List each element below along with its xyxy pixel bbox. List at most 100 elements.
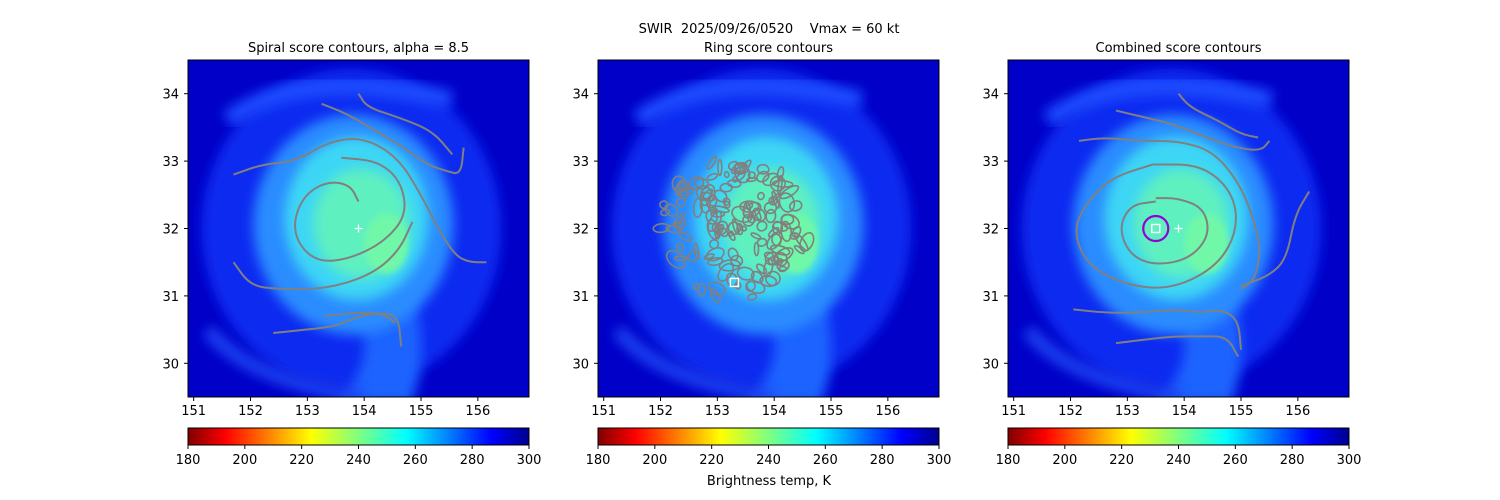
ring-contour-cluster [652,155,815,304]
y-tick-label: 34 [982,88,999,103]
ring-contour [706,172,719,181]
panel-ring: Ring score contours 151 152 153 154 155 156 30 3… [572,41,951,468]
colorbar-tick-label: 200 [232,453,257,468]
ring-contour [776,166,785,181]
x-tick-label: 154 [1172,404,1197,419]
colorbar-tick-label: 200 [1052,453,1077,468]
ring-contour [767,226,780,238]
center-plus-marker [1174,224,1183,233]
x-tick-label: 152 [648,404,673,419]
eye-ring-circle [1142,214,1170,243]
ring-contour [791,226,802,238]
colorbar-tick-label: 180 [586,453,611,468]
colorbar-tick-label: 300 [1337,453,1362,468]
outer-band-south [612,325,773,397]
x-tick-label: 154 [762,404,787,419]
panel-title: Combined score contours [1096,41,1262,56]
ring-contour [771,220,784,236]
brightness-image [598,60,939,397]
ring-contour [742,201,762,219]
colorbar-tick-label: 220 [289,453,314,468]
x-tick-label: 151 [591,404,616,419]
colorbar-tick-label: 280 [1280,453,1305,468]
x-tick-label: 156 [465,404,490,419]
center-square-marker [1151,223,1161,234]
score-contour [233,137,487,264]
ring-contour [776,259,790,272]
cloud-coldest [1184,213,1229,274]
ring-contour [747,171,756,180]
ring-contour [765,208,777,224]
x-tick-label: 155 [819,404,844,419]
ring-contour [756,237,768,247]
outer-band-south [202,325,363,397]
score-contour [1078,137,1261,290]
ring-contour [692,197,703,218]
ring-contour [694,177,710,190]
ring-contour [727,230,734,237]
x-tick-label: 151 [181,404,206,419]
colorbar [187,427,530,446]
score-contour [1075,163,1237,289]
ring-contour [753,241,760,257]
y-tick-label: 33 [572,155,589,170]
y-tick-label: 31 [162,290,179,305]
x-tick-label: 156 [875,404,900,419]
colorbar-tick-label: 240 [756,453,781,468]
x-tick-label: 155 [409,404,434,419]
colorbar-tick-label: 280 [460,453,485,468]
ring-contour [659,200,669,210]
outer-band-north [1042,77,1274,128]
colorbar-tick-label: 260 [1223,453,1248,468]
ring-contour [757,191,765,201]
ring-contour [706,155,718,170]
ring-contour [719,182,733,193]
ring-contour [703,253,715,261]
colorbar-tick-label: 240 [1166,453,1191,468]
outer-band-north [222,77,454,128]
panel-title: Spiral score contours, alpha = 8.5 [248,41,469,56]
score-contour [1240,190,1311,287]
panel-title: Ring score contours [704,41,833,56]
ring-contour [789,232,800,240]
ring-contour [776,257,784,265]
ring-contour [693,242,700,260]
ring-contour [705,247,725,262]
x-tick-label: 153 [295,404,320,419]
colorbar-tick-label: 220 [699,453,724,468]
ring-contour [676,181,691,191]
cloud-coldest [774,213,819,274]
y-tick-label: 33 [982,155,999,170]
y-tick-label: 31 [572,290,589,305]
colorbar-tick-label: 220 [1109,453,1134,468]
center-plus-marker [354,224,363,233]
y-tick-label: 30 [982,357,999,372]
ring-contour [678,231,693,242]
outer-band-south [1022,325,1183,397]
ring-contour [672,212,686,227]
ring-contour [780,213,795,226]
outer-band-north [632,77,864,128]
ring-contour [763,258,774,278]
score-contour [1115,109,1271,151]
ring-contour [736,223,744,236]
y-tick-label: 30 [162,357,179,372]
ring-contour [708,281,727,296]
score-contour [1073,308,1243,350]
ring-contour [746,280,766,294]
colorbar-tick-label: 260 [403,453,428,468]
ring-contour [778,192,796,213]
score-contour [273,312,403,347]
score-contour [1120,197,1209,265]
ring-contour [717,158,723,177]
ring-contour [714,225,721,240]
ring-contour [731,175,739,183]
colorbar-tick-label: 300 [927,453,952,468]
x-tick-label: 155 [1229,404,1254,419]
y-tick-label: 30 [572,357,589,372]
ring-contour [771,190,780,209]
x-tick-label: 156 [1285,404,1310,419]
score-contour [1115,335,1240,358]
score-contour [321,102,465,175]
y-tick-label: 32 [162,223,179,238]
